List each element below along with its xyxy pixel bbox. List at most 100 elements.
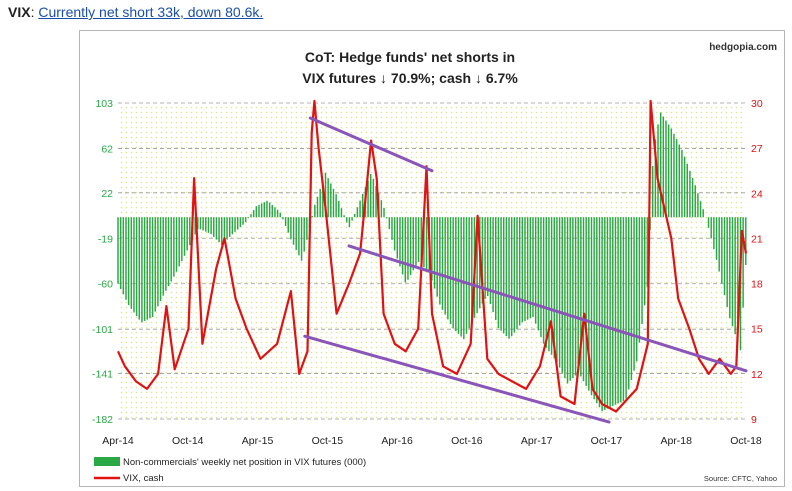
position-bar bbox=[558, 217, 561, 368]
position-bar bbox=[130, 217, 133, 309]
position-bar bbox=[526, 217, 529, 320]
headline-separator: : bbox=[30, 4, 39, 20]
position-bar bbox=[284, 217, 287, 227]
position-bar bbox=[266, 200, 268, 218]
position-bar bbox=[468, 217, 470, 329]
position-bar bbox=[290, 217, 292, 240]
position-bar bbox=[119, 217, 122, 290]
position-bar bbox=[691, 177, 694, 218]
vix-cot-chart: 103 62 22 -19 -60 -101 -141 -182 30 27 24 21 18 15 12… bbox=[92, 42, 777, 484]
position-bar bbox=[282, 217, 284, 220]
position-bar bbox=[343, 215, 345, 218]
left-tick-label: 22 bbox=[101, 188, 113, 200]
right-tick-label: 30 bbox=[751, 98, 763, 110]
position-bar bbox=[737, 217, 739, 343]
position-bar bbox=[635, 217, 638, 362]
vix-line bbox=[117, 99, 748, 413]
position-bar bbox=[221, 217, 223, 245]
x-tick-label: Oct-16 bbox=[451, 435, 483, 447]
position-bar bbox=[471, 217, 473, 324]
position-bar bbox=[213, 217, 215, 237]
position-bar bbox=[707, 217, 710, 228]
position-bar bbox=[574, 217, 577, 376]
position-bar bbox=[263, 202, 266, 218]
position-bar bbox=[681, 149, 683, 218]
position-bar bbox=[532, 217, 534, 317]
position-bar bbox=[133, 217, 135, 313]
position-bar bbox=[508, 217, 510, 339]
position-bar bbox=[614, 217, 617, 405]
position-bar bbox=[500, 217, 502, 331]
position-bar bbox=[322, 180, 324, 218]
position-bar bbox=[601, 217, 603, 412]
position-bar bbox=[585, 217, 587, 386]
left-tick-label: -182 bbox=[92, 414, 113, 426]
position-bar bbox=[622, 217, 625, 402]
position-bar bbox=[513, 217, 516, 333]
left-tick-label: -60 bbox=[98, 279, 113, 291]
position-bar bbox=[359, 200, 361, 218]
position-bar bbox=[497, 217, 500, 329]
position-bar bbox=[723, 217, 726, 296]
position-bar bbox=[178, 217, 180, 267]
legend-bar-label: Non-commercials' weekly net position in … bbox=[123, 457, 366, 468]
position-bar bbox=[606, 217, 609, 409]
position-bar bbox=[135, 217, 138, 316]
position-bar bbox=[721, 217, 723, 284]
position-bar bbox=[412, 217, 415, 271]
position-bar bbox=[250, 214, 252, 218]
position-bar bbox=[521, 217, 524, 323]
position-bar bbox=[625, 217, 627, 399]
position-bar bbox=[617, 217, 619, 404]
position-bar bbox=[596, 217, 598, 404]
position-bar bbox=[274, 207, 276, 218]
position-bar bbox=[396, 217, 399, 259]
x-tick-label: Apr-17 bbox=[521, 435, 553, 447]
position-bar bbox=[393, 217, 396, 251]
position-bar bbox=[303, 217, 305, 252]
position-bar bbox=[542, 217, 545, 344]
position-bar bbox=[556, 217, 558, 363]
position-bar bbox=[729, 217, 731, 319]
position-bar bbox=[300, 217, 303, 261]
position-bar bbox=[146, 217, 148, 320]
position-bar bbox=[476, 217, 478, 314]
position-bar bbox=[215, 217, 218, 240]
position-bar bbox=[417, 217, 420, 262]
position-bar bbox=[372, 178, 375, 218]
position-bar bbox=[420, 217, 422, 265]
position-bar bbox=[223, 217, 226, 243]
position-bar bbox=[502, 217, 505, 334]
position-bar bbox=[683, 156, 686, 218]
headline-link[interactable]: Currently net short 33k, down 80.6k. bbox=[38, 4, 264, 20]
position-bar bbox=[348, 217, 351, 228]
position-bar bbox=[628, 217, 630, 390]
position-bar bbox=[742, 217, 744, 308]
position-bar bbox=[710, 217, 712, 239]
position-bar bbox=[319, 188, 321, 218]
position-bar bbox=[332, 188, 335, 218]
position-bar bbox=[654, 139, 657, 218]
position-bar bbox=[340, 208, 343, 218]
x-tick-label: Apr-15 bbox=[242, 435, 274, 447]
position-bar bbox=[189, 217, 191, 246]
position-bar bbox=[409, 217, 412, 276]
position-bar bbox=[388, 217, 391, 230]
middle-trend-line bbox=[347, 244, 748, 373]
position-bar bbox=[641, 217, 643, 325]
position-bar bbox=[572, 217, 574, 379]
position-bar bbox=[173, 217, 175, 277]
position-bar bbox=[271, 204, 274, 218]
position-bar bbox=[255, 206, 258, 218]
position-bar bbox=[460, 217, 462, 337]
position-bar bbox=[165, 217, 167, 291]
position-bar bbox=[346, 217, 348, 223]
position-bar bbox=[234, 217, 236, 232]
position-bar bbox=[612, 217, 614, 406]
x-tick-label: Apr-14 bbox=[102, 435, 134, 447]
x-tick-label: Oct-17 bbox=[591, 435, 623, 447]
position-bar bbox=[391, 217, 393, 240]
position-bar bbox=[175, 217, 178, 272]
position-bar bbox=[699, 201, 702, 218]
position-bar bbox=[181, 217, 183, 262]
